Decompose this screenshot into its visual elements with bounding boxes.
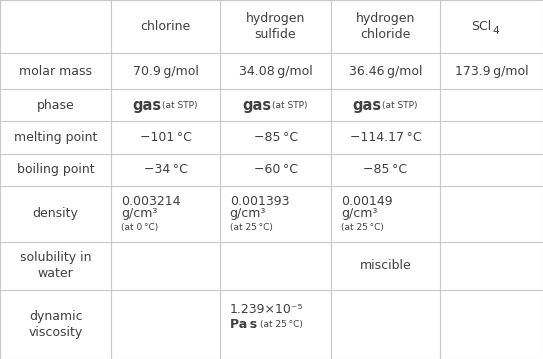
Text: (at STP): (at STP)	[273, 101, 308, 110]
Text: −60 °C: −60 °C	[254, 163, 298, 176]
Text: 0.00149: 0.00149	[341, 195, 393, 208]
Text: (at 0 °C): (at 0 °C)	[121, 223, 159, 232]
Text: 34.08 g/mol: 34.08 g/mol	[239, 65, 312, 78]
Text: (at 25 °C): (at 25 °C)	[230, 223, 273, 232]
Text: 36.46 g/mol: 36.46 g/mol	[349, 65, 422, 78]
Text: g/cm³: g/cm³	[121, 207, 157, 220]
Text: (at 25 °C): (at 25 °C)	[260, 320, 302, 329]
Text: hydrogen
chloride: hydrogen chloride	[356, 12, 415, 41]
Text: hydrogen
sulfide: hydrogen sulfide	[246, 12, 305, 41]
Text: dynamic
viscosity: dynamic viscosity	[29, 310, 83, 339]
Text: chlorine: chlorine	[141, 20, 191, 33]
Text: (at STP): (at STP)	[382, 101, 418, 110]
Text: density: density	[33, 207, 79, 220]
Text: gas: gas	[242, 98, 272, 113]
Text: (at 25 °C): (at 25 °C)	[341, 223, 384, 232]
Text: g/cm³: g/cm³	[230, 207, 266, 220]
Text: g/cm³: g/cm³	[341, 207, 377, 220]
Text: solubility in
water: solubility in water	[20, 251, 91, 280]
Text: miscible: miscible	[359, 259, 412, 272]
Text: −85 °C: −85 °C	[254, 131, 298, 144]
Text: 1.239×10⁻⁵: 1.239×10⁻⁵	[230, 303, 303, 316]
Text: −34 °C: −34 °C	[144, 163, 187, 176]
Text: −85 °C: −85 °C	[363, 163, 408, 176]
Text: 0.001393: 0.001393	[230, 195, 289, 208]
Text: molar mass: molar mass	[19, 65, 92, 78]
Text: SCl: SCl	[471, 20, 491, 33]
Text: 70.9 g/mol: 70.9 g/mol	[132, 65, 199, 78]
Text: gas: gas	[352, 98, 381, 113]
Text: −114.17 °C: −114.17 °C	[350, 131, 421, 144]
Text: phase: phase	[37, 99, 74, 112]
Text: 4: 4	[492, 26, 498, 36]
Text: 0.003214: 0.003214	[121, 195, 181, 208]
Text: −101 °C: −101 °C	[140, 131, 192, 144]
Text: melting point: melting point	[14, 131, 97, 144]
Text: boiling point: boiling point	[17, 163, 94, 176]
Text: 173.9 g/mol: 173.9 g/mol	[454, 65, 528, 78]
Text: (at STP): (at STP)	[162, 101, 198, 110]
Text: Pa s: Pa s	[230, 318, 257, 331]
Text: gas: gas	[132, 98, 161, 113]
